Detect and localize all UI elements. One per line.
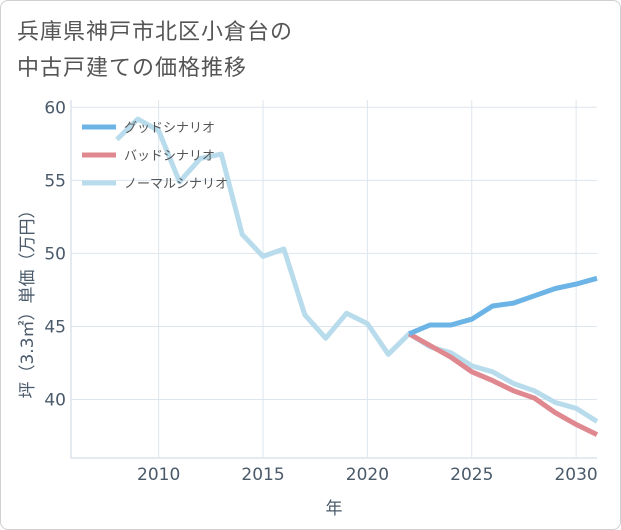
legend-label: ノーマルシナリオ: [124, 177, 228, 192]
series-lines: [115, 116, 599, 437]
y-tick-label: 45: [44, 317, 66, 337]
y-tick-label: 40: [44, 391, 66, 411]
series-line-2: [115, 116, 599, 424]
x-tick-label: 2010: [137, 465, 180, 485]
y-tick-label: 60: [44, 98, 66, 118]
x-axis-title: 年: [326, 499, 343, 519]
legend-label: バッドシナリオ: [124, 149, 215, 164]
chart-title-line1: 兵庫県神戸市北区小倉台の: [17, 20, 294, 45]
y-axis-title: 坪（3.3㎡）単価（万円）: [18, 201, 38, 398]
x-tick-label: 2020: [346, 465, 389, 485]
series-line-0: [408, 275, 598, 337]
y-tick-label: 50: [44, 244, 66, 264]
tick-labels: 2010 2015 2020 2025 2030 40 45 50 55 60: [44, 98, 597, 485]
x-tick-label: 2030: [554, 465, 597, 485]
chart-title: 兵庫県神戸市北区小倉台の 中古戸建ての価格推移: [17, 15, 577, 87]
x-tick-label: 2025: [450, 465, 493, 485]
y-tick-label: 55: [44, 171, 66, 191]
x-tick-label: 2015: [241, 465, 284, 485]
legend-label: グッドシナリオ: [124, 121, 215, 136]
chart-title-line2: 中古戸建ての価格推移: [17, 56, 248, 81]
series-line-1: [407, 331, 599, 437]
